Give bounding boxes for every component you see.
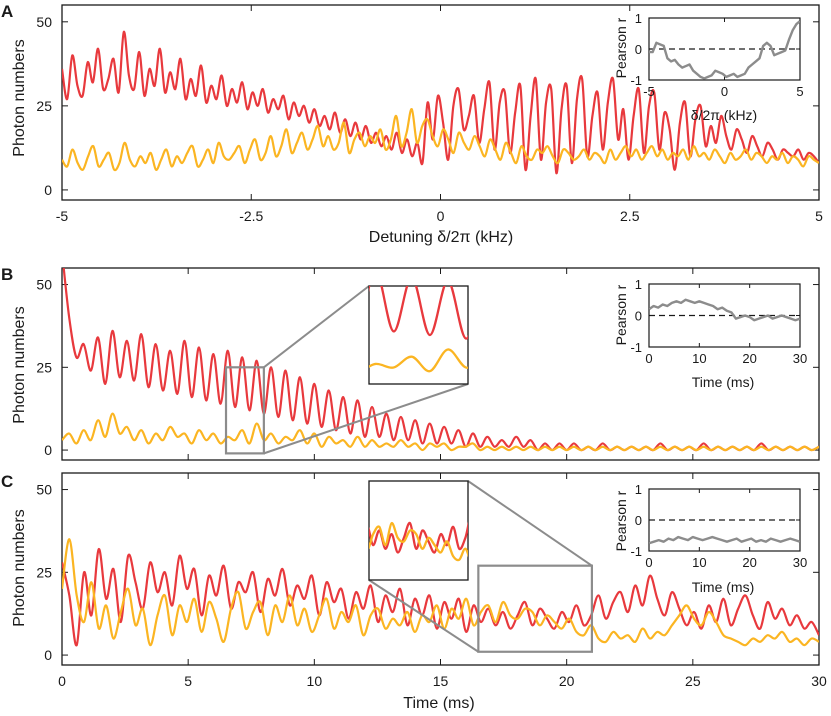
zoom-connector-bottom <box>368 579 479 653</box>
zoom-region-box <box>224 366 265 455</box>
panel-a-main-x-tick-label: 0 <box>437 208 445 224</box>
panel-a-inset-pearson-line <box>649 20 800 80</box>
panel-c-inset-y-label: Pearson r <box>613 490 629 551</box>
panel-a-yellow-line <box>62 108 819 172</box>
panel-b-main-y-tick-label: 25 <box>36 359 52 375</box>
panel-c-inset-y-tick-label: -1 <box>630 544 642 559</box>
panel-c-main-x-tick-label: 10 <box>307 673 323 689</box>
zoom-inset-frame <box>368 480 469 581</box>
panel-a-inset-series <box>649 20 800 80</box>
panel-c-inset-x-tick-label: 30 <box>793 555 807 570</box>
zoom-region-box <box>477 564 594 653</box>
panel-a-series <box>62 30 819 175</box>
panel-a-x-axis-label: Detuning δ/2π (kHz) <box>369 229 513 246</box>
panel-c-main-x-tick-label: 0 <box>58 673 66 689</box>
panel-a-inset-x-tick-label: 5 <box>796 84 803 99</box>
panel-b-inset-x-tick-label: 10 <box>692 351 706 366</box>
panel-c-zoom <box>368 480 594 653</box>
panel-b-inset: 0 10 20 30-101 Pearson r Time (ms) <box>613 277 807 390</box>
panel-b-inset-x-label: Time (ms) <box>692 374 754 390</box>
panel-c-letter: C <box>1 472 13 491</box>
panel-c-inset-y-tick-label: 0 <box>635 513 642 528</box>
panel-b-inset-y-tick-label: 1 <box>635 277 642 292</box>
panel-c-main-x-tick-label: 15 <box>433 673 449 689</box>
panel-a-main-y-tick-label: 25 <box>36 98 52 114</box>
panel-b-inset-axes: 0 10 20 30-101 <box>630 277 807 366</box>
panel-c-x-axis-label: Time (ms) <box>403 695 474 712</box>
panel-c-inset-y-tick-label: 1 <box>635 482 642 497</box>
panel-a-main-x-tick-label: -5 <box>56 208 69 224</box>
panel-a-main-y-tick-label: 0 <box>44 182 52 198</box>
panel-b-inset-x-tick-label: 30 <box>793 351 807 366</box>
panel-a-inset-x-tick-label: 0 <box>721 84 728 99</box>
panel-c-yellow-line <box>62 538 819 647</box>
panel-c-inset: 0 10 20 30-101 Pearson r Time (ms) <box>613 482 807 595</box>
panel-c-y-axis-label: Photon numbers <box>11 509 28 626</box>
panel-b-inset-series <box>649 298 800 322</box>
panel-b-letter: B <box>1 265 13 284</box>
panel-b-y-axis-label: Photon numbers <box>11 306 28 423</box>
panel-a-inset-y-tick-label: 1 <box>635 11 642 26</box>
panel-c-main-x-tick-label: 5 <box>184 673 192 689</box>
panel-c-inset-x-tick-label: 20 <box>742 555 756 570</box>
panel-b-main-y-tick-label: 50 <box>36 277 52 293</box>
panel-c-inset-x-tick-label: 0 <box>645 555 652 570</box>
panel-a-inset-y-tick-label: -1 <box>630 73 642 88</box>
panel-b-inset-pearson-line <box>649 298 800 322</box>
panel-a-inset-y-label: Pearson r <box>613 17 629 78</box>
panel-b-inset-y-tick-label: 0 <box>635 309 642 324</box>
panel-c-series <box>62 538 819 647</box>
panel-c-inset-series <box>649 535 800 545</box>
zoom-connector-bottom <box>263 383 469 455</box>
panel-c-main-x-tick-label: 25 <box>685 673 701 689</box>
panel-c-inset-x-label: Time (ms) <box>692 579 754 595</box>
panel-a-y-axis-label: Photon numbers <box>11 39 28 156</box>
panel-c-inset-x-tick-label: 10 <box>692 555 706 570</box>
zoom-connector-top <box>467 480 593 567</box>
panel-b-yellow-line <box>62 412 819 452</box>
panel-b-inset-y-label: Pearson r <box>613 284 629 345</box>
zoom-connector-top <box>263 285 370 369</box>
panel-b-main-y-tick-label: 0 <box>44 442 52 458</box>
panel-c-main-y-tick-label: 50 <box>36 482 52 498</box>
panel-b-zoom <box>224 285 469 455</box>
panel-c-red-line <box>62 548 819 647</box>
panel-b-inset-y-tick-label: -1 <box>630 340 642 355</box>
panel-a-inset-axes: -5 0 5 -1 0 1 <box>630 11 803 99</box>
panel-a-main-x-tick-label: 5 <box>815 208 823 224</box>
panel-a-inset-x-tick-label: -5 <box>643 84 655 99</box>
panel-c-main-y-tick-label: 25 <box>36 564 52 580</box>
panel-b-series <box>62 268 819 452</box>
panel-c-main-x-tick-label: 30 <box>811 673 827 689</box>
panel-c-inset-pearson-line <box>649 535 800 545</box>
panel-a-main-x-tick-label: 2.5 <box>620 208 640 224</box>
panel-a-inset: -5 0 5 -1 0 1 Pearson r δ/2π (kHz) <box>613 11 804 123</box>
panel-a-main-x-tick-label: -2.5 <box>239 208 263 224</box>
panel-b-inset-x-tick-label: 20 <box>742 351 756 366</box>
panel-b-inset-x-tick-label: 0 <box>645 351 652 366</box>
panel-c-main-x-tick-label: 20 <box>559 673 575 689</box>
panel-c-main-y-tick-label: 0 <box>44 647 52 663</box>
panel-a-inset-x-label: δ/2π (kHz) <box>691 107 757 123</box>
panel-a-main-y-tick-label: 50 <box>36 14 52 30</box>
panel-a-letter: A <box>1 2 13 21</box>
panel-a-inset-y-tick-label: 0 <box>635 42 642 57</box>
